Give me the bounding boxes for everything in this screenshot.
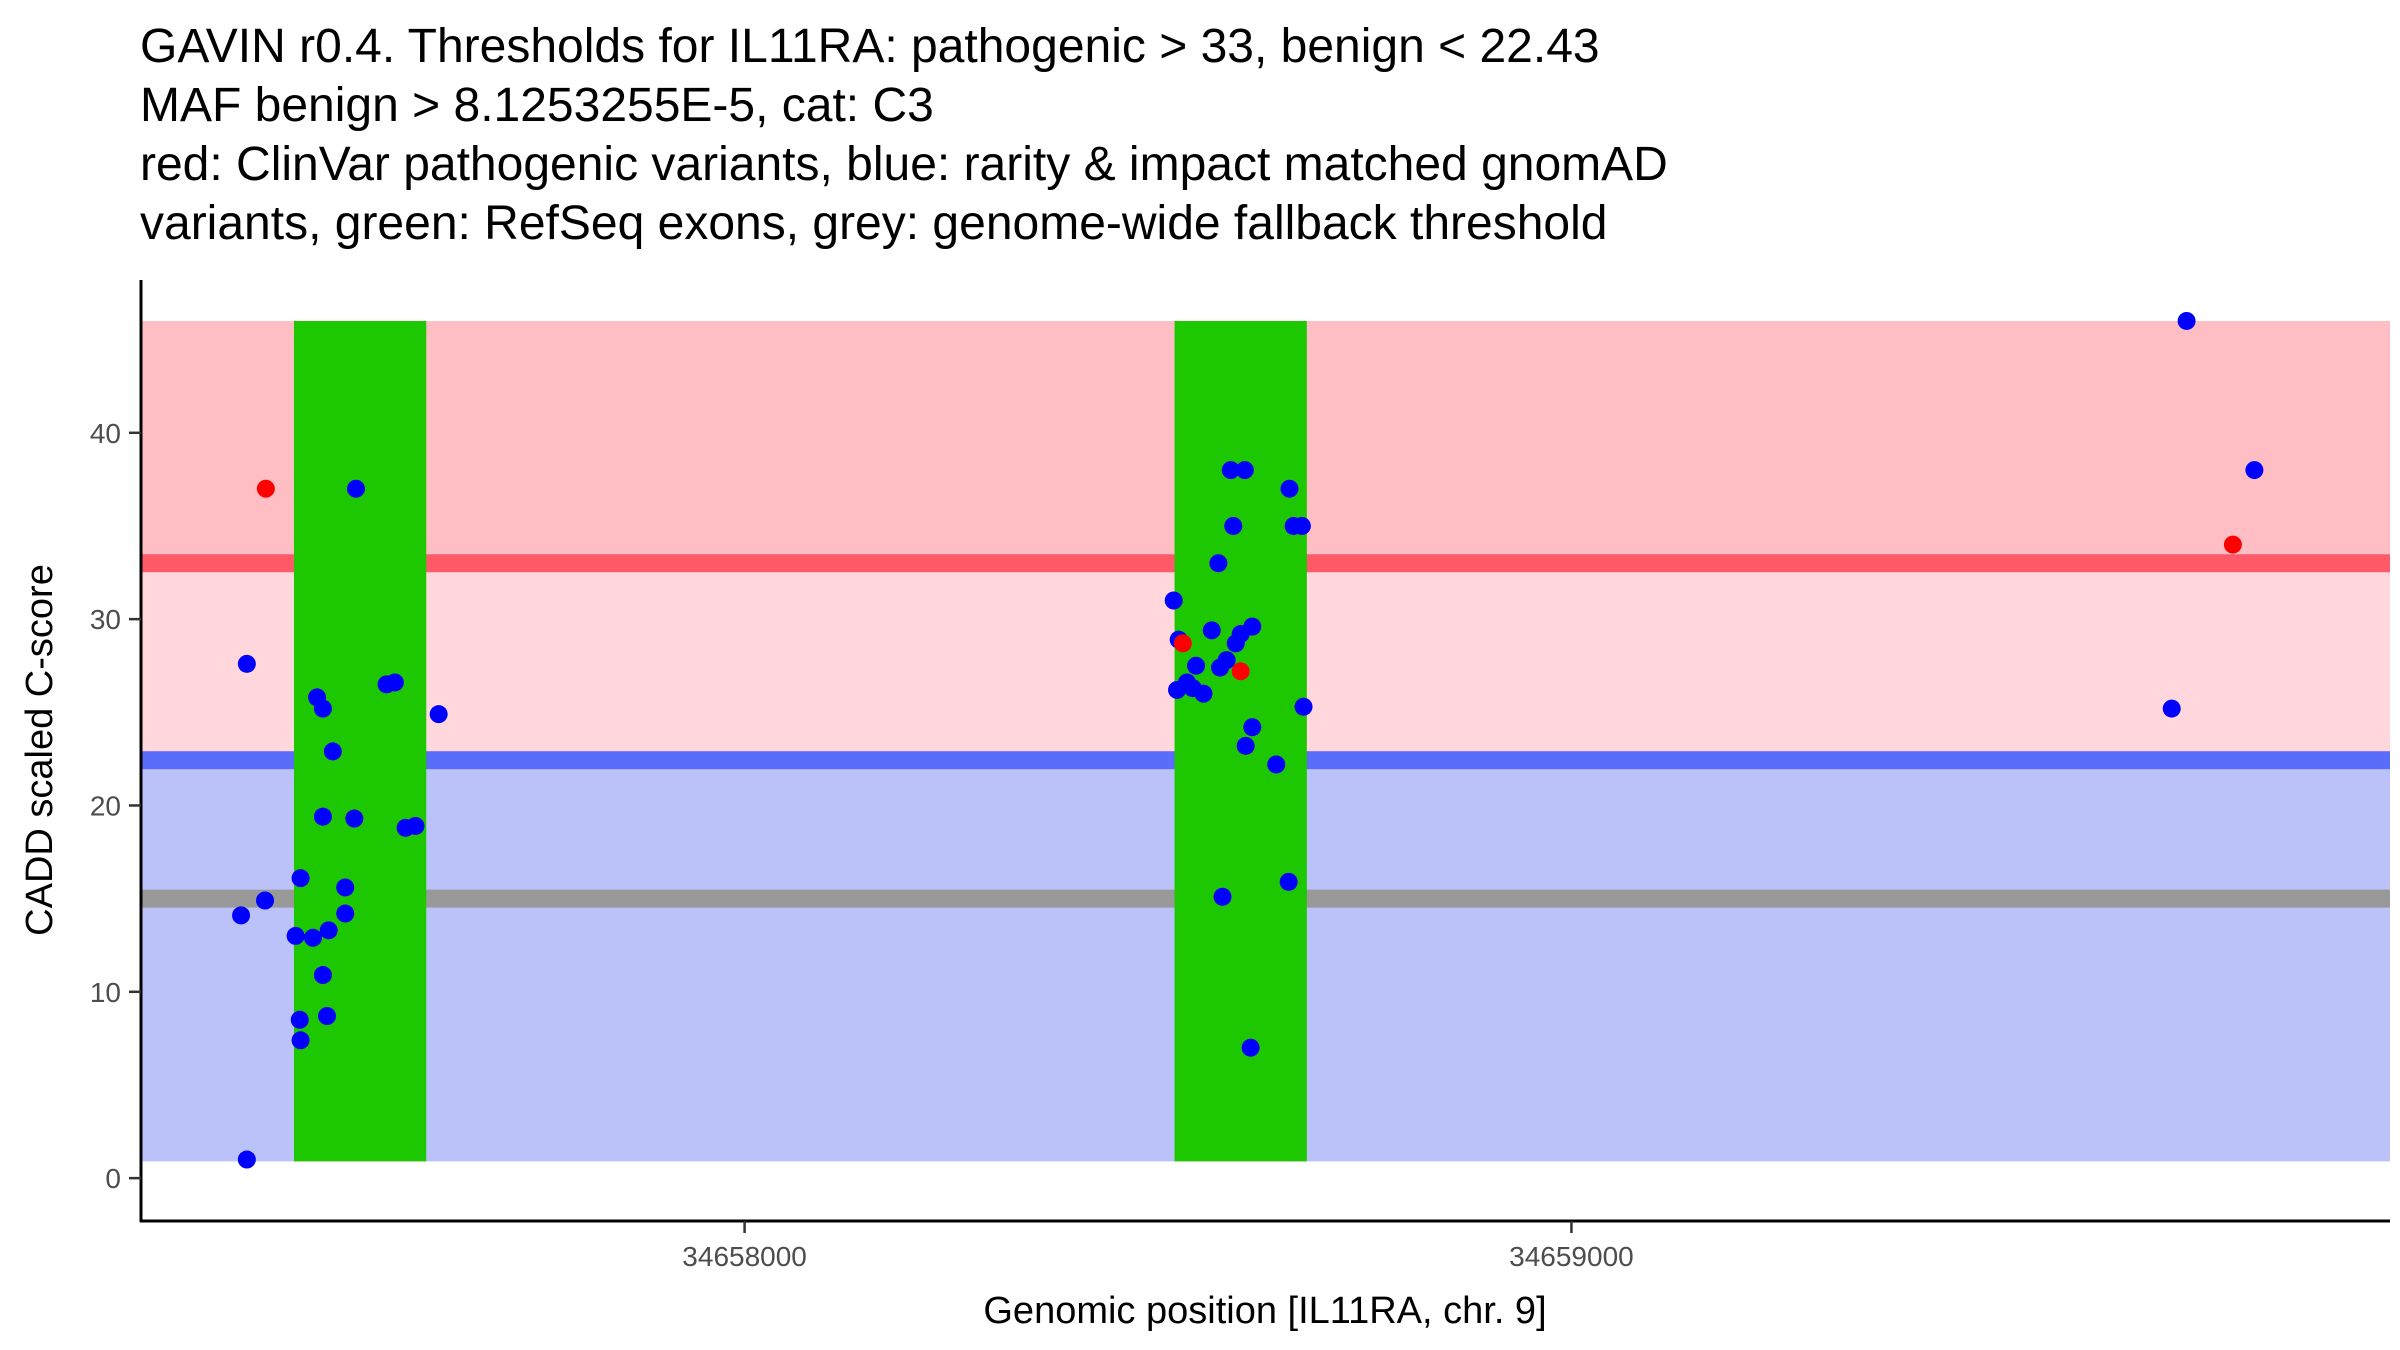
gnomad-point bbox=[2162, 699, 2181, 718]
x-tick-label: 34658000 bbox=[682, 1241, 807, 1272]
gnomad-point bbox=[429, 705, 448, 724]
title-line-3: red: ClinVar pathogenic variants, blue: … bbox=[140, 138, 1668, 191]
gnomad-point bbox=[303, 928, 322, 947]
gnomad-point bbox=[2177, 311, 2196, 330]
gnomad-point bbox=[1221, 461, 1240, 480]
plot-area bbox=[141, 311, 2390, 1169]
gnomad-point bbox=[1294, 697, 1313, 716]
title-line-2: MAF benign > 8.1253255E-5, cat: C3 bbox=[140, 79, 934, 132]
gnomad-point bbox=[291, 869, 310, 888]
gnomad-point bbox=[336, 878, 355, 897]
clinvar-pathogenic-point bbox=[2223, 535, 2242, 554]
gnomad-point bbox=[1217, 651, 1236, 670]
gnomad-point bbox=[1279, 872, 1298, 891]
gnomad-point bbox=[406, 816, 425, 835]
y-tick-label: 10 bbox=[90, 977, 121, 1008]
y-tick-label: 30 bbox=[90, 604, 121, 635]
gnomad-point bbox=[313, 807, 332, 826]
gnomad-point bbox=[1187, 656, 1206, 675]
gnomad-point bbox=[237, 1150, 256, 1169]
title-line-4: variants, green: RefSeq exons, grey: gen… bbox=[140, 197, 1607, 250]
gnomad-point bbox=[1243, 718, 1262, 737]
x-tick-label: 34659000 bbox=[1509, 1241, 1634, 1272]
gnomad-point bbox=[1235, 461, 1254, 480]
gnomad-point bbox=[1280, 479, 1299, 498]
gnomad-point bbox=[1267, 755, 1286, 774]
gnomad-point bbox=[1224, 516, 1243, 535]
gnomad-point bbox=[1213, 887, 1232, 906]
gnomad-point bbox=[1164, 591, 1183, 610]
gnomad-point bbox=[313, 966, 332, 985]
gnomad-point bbox=[291, 1031, 310, 1050]
y-tick-label: 40 bbox=[90, 418, 121, 449]
gnomad-point bbox=[313, 699, 332, 718]
gnomad-point bbox=[1194, 684, 1213, 703]
gnomad-point bbox=[345, 809, 364, 828]
gnomad-point bbox=[237, 654, 256, 673]
gnomad-point bbox=[2245, 461, 2264, 480]
gnomad-point bbox=[1236, 736, 1255, 755]
gnomad-point bbox=[1202, 621, 1221, 640]
gnomad-point bbox=[346, 479, 365, 498]
gnomad-point bbox=[1209, 554, 1228, 573]
title-line-1: GAVIN r0.4. Thresholds for IL11RA: patho… bbox=[140, 20, 1600, 73]
gnomad-point bbox=[1292, 516, 1311, 535]
axis-ticks: 0 10 20 30 40 34658000 34659000 bbox=[90, 418, 1634, 1272]
x-axis-title: Genomic position [IL11RA, chr. 9] bbox=[983, 1290, 1546, 1332]
gnomad-point bbox=[290, 1010, 309, 1029]
gnomad-point bbox=[318, 1007, 337, 1026]
clinvar-pathogenic-point bbox=[256, 479, 275, 498]
exon-rect-1 bbox=[293, 320, 427, 1162]
gnomad-point bbox=[232, 906, 251, 925]
gnomad-point bbox=[256, 891, 275, 910]
y-axis-title: CADD scaled C-score bbox=[19, 564, 61, 936]
clinvar-pathogenic-point bbox=[1231, 662, 1250, 681]
gnomad-point bbox=[1241, 1038, 1260, 1057]
gnomad-point bbox=[385, 673, 404, 692]
y-tick-label: 20 bbox=[90, 790, 121, 821]
gnomad-point bbox=[286, 926, 305, 945]
clinvar-pathogenic-point bbox=[1173, 634, 1192, 653]
chart-title: GAVIN r0.4. Thresholds for IL11RA: patho… bbox=[140, 20, 1668, 250]
gnomad-point bbox=[1243, 617, 1262, 636]
gnomad-point bbox=[319, 921, 338, 940]
y-tick-label: 0 bbox=[105, 1163, 121, 1194]
gnomad-point bbox=[323, 742, 342, 761]
gnomad-point bbox=[336, 904, 355, 923]
